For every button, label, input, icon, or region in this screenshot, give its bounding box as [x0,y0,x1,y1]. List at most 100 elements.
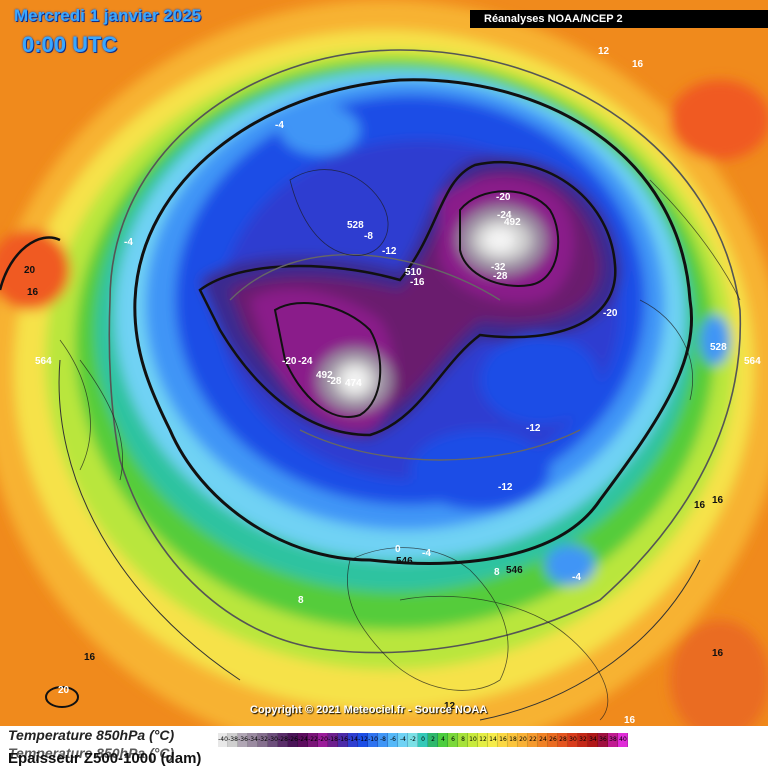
colorbar-tick-label: -24 [298,736,308,743]
colorbar-cell: 40 [618,733,628,747]
colorbar-tick-label: 20 [519,736,527,743]
colorbar-tick-label: -30 [268,736,278,743]
map-label: 16 [712,495,724,506]
colorbar-cell: 24 [538,733,548,747]
colorbar-cell: -32 [258,733,268,747]
colorbar-cell: 16 [498,733,508,747]
map-label: -28 [493,271,508,282]
map-value-labels: 12 16 -4 -8 -12 -16 -20 -24 492 -32 -28 … [24,46,761,726]
colorbar-cell: -20 [318,733,328,747]
colorbar-tick-label: 32 [579,736,587,743]
colorbar-cell: 6 [448,733,458,747]
map-label: -12 [498,482,513,493]
colorbar-tick-label: 36 [599,736,607,743]
colorbar-cell: 26 [548,733,558,747]
colorbar-tick-label: -14 [348,736,358,743]
map-label: -20 [282,356,297,367]
map-label: 12 [598,46,610,57]
colorbar-cell: -12 [358,733,368,747]
colorbar-cell: -30 [268,733,278,747]
colorbar-tick-label: 2 [431,736,435,743]
colorbar-tick-label: -34 [248,736,258,743]
map-label: 510 [405,267,422,278]
colorbar-cell: -34 [248,733,258,747]
colorbar-tick-label: -12 [358,736,368,743]
colorbar-tick-label: 40 [619,736,627,743]
colorbar-tick-label: 16 [499,736,507,743]
map-label: 492 [316,370,333,381]
colorbar-cell: 38 [608,733,618,747]
colorbar-cell: 10 [468,733,478,747]
colorbar-tick-label: 30 [569,736,577,743]
legend-title-thickness: Epaisseur Z500-1000 (dam) [8,750,202,767]
map-label: 564 [35,356,52,367]
colorbar-tick-label: -40 [218,736,228,743]
colorbar-tick-label: 22 [529,736,537,743]
map-time: 0:00 UTC [22,32,118,57]
colorbar-tick-label: -28 [278,736,288,743]
colorbar-tick-label: -20 [318,736,328,743]
coastlines [59,169,741,721]
colorbar-cell: 8 [458,733,468,747]
map-label: 16 [632,59,644,70]
colorbar-cell: 2 [428,733,438,747]
colorbar-tick-label: 26 [549,736,557,743]
colorbar-tick-label: -6 [390,736,396,743]
map-label: -12 [382,246,397,257]
map-label: 16 [84,652,96,663]
colorbar-tick-label: 8 [461,736,465,743]
colorbar-cell: -26 [288,733,298,747]
map-label: -24 [497,210,512,221]
colorbar-cell: -40 [218,733,228,747]
colorbar-cell: 20 [518,733,528,747]
colorbar-tick-label: 4 [441,736,445,743]
map-label: 16 [27,287,39,298]
map-label: 546 [396,556,413,567]
map-label: -28 [327,376,342,387]
colorbar-tick-label: -4 [400,736,406,743]
colorbar-cell: -24 [298,733,308,747]
colorbar-cell: -18 [328,733,338,747]
colorbar-tick-label: -38 [228,736,238,743]
map-label: -16 [410,277,425,288]
map-label: 16 [712,648,724,659]
colorbar-tick-label: 14 [489,736,497,743]
map-label: 8 [494,567,500,578]
colorbar-cell: 14 [488,733,498,747]
legend-title-temperature-shadow: Temperature 850hPa (°C) [8,745,175,761]
colorbar-tick-label: 24 [539,736,547,743]
map-label: -20 [603,308,618,319]
colorbar-tick-label: 28 [559,736,567,743]
colorbar-cell: 30 [568,733,578,747]
colorbar-cell: 32 [578,733,588,747]
colorbar-tick-label: -22 [308,736,318,743]
map-label: 8 [298,595,304,606]
map-label: -8 [364,231,373,242]
colorbar-cell: -16 [338,733,348,747]
colorbar-tick-label: -26 [288,736,298,743]
map-label: 0 [395,544,401,555]
colorbar-cell: -38 [228,733,238,747]
colorbar-tick-label: -10 [368,736,378,743]
colorbar-tick-label: 34 [589,736,597,743]
colorbar-cell: 0 [418,733,428,747]
colorbar-cell: 12 [478,733,488,747]
colorbar-tick-label: 38 [609,736,617,743]
colorbar-cell: -6 [388,733,398,747]
map-label: 528 [347,220,364,231]
map-label: -12 [526,423,541,434]
colorbar-tick-label: -2 [410,736,416,743]
colorbar-tick-label: 0 [421,736,425,743]
map-label: -4 [572,572,581,583]
colorbar-tick-label: -8 [380,736,386,743]
colorbar-tick-label: -36 [238,736,248,743]
colorbar-tick-label: -16 [338,736,348,743]
colorbar-cell: -8 [378,733,388,747]
map-label: 20 [58,685,70,696]
colorbar-cell: -22 [308,733,318,747]
map-label: 20 [24,265,36,276]
colorbar-cell: -2 [408,733,418,747]
